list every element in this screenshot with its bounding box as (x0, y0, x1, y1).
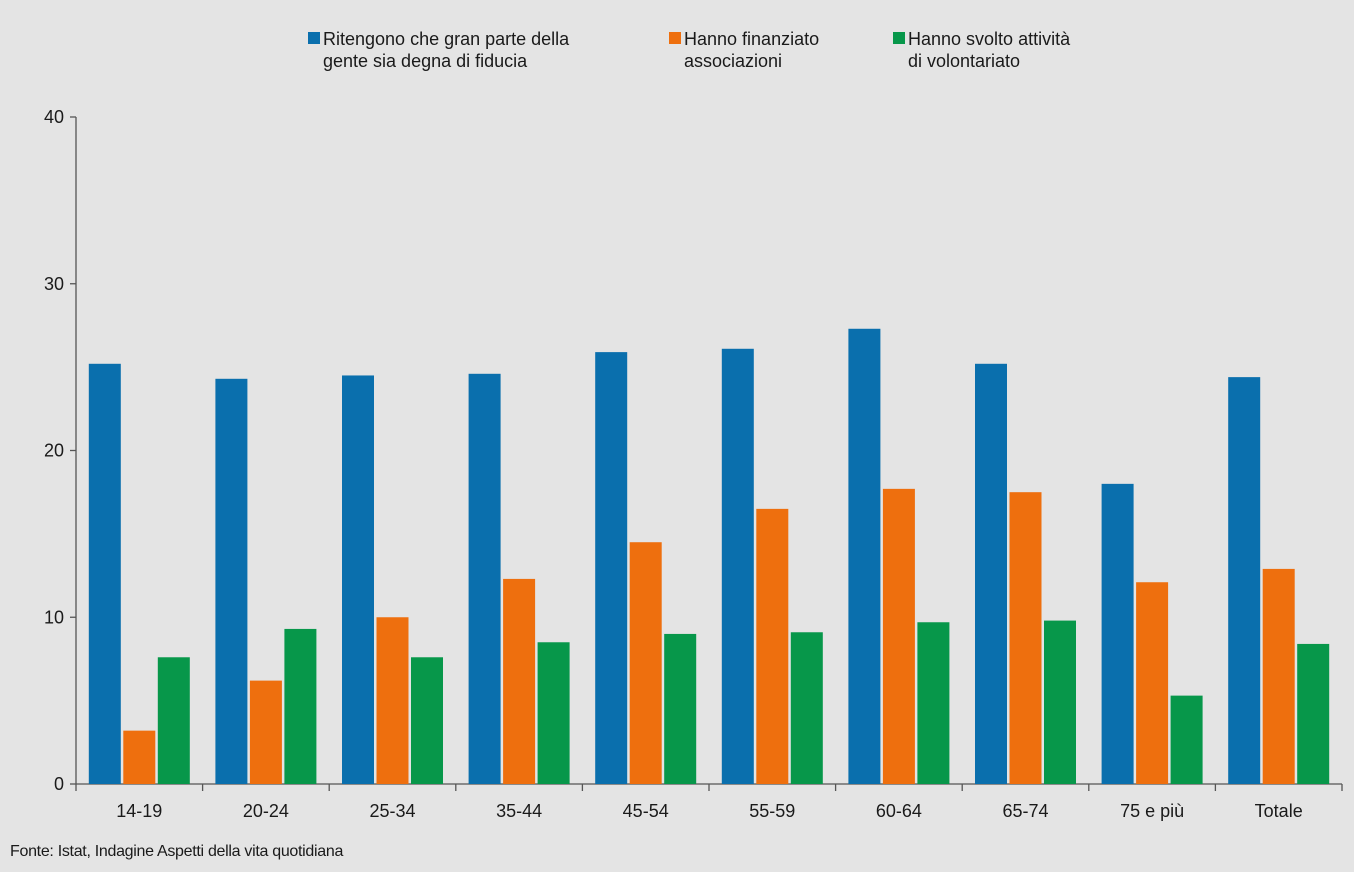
x-tick-label: 14-19 (116, 801, 162, 821)
bar-series-2-14-19 (123, 730, 156, 784)
bar-series-2-55-59 (756, 508, 789, 784)
legend-swatch-volunteer (893, 32, 905, 44)
legend: Ritengono che gran parte della gente sia… (0, 28, 1354, 88)
bar-series-3-14-19 (157, 657, 190, 784)
bar-series-3-75-e-più (1170, 695, 1203, 784)
bar-series-1-25-34 (342, 375, 374, 784)
bar-series-3-65-74 (1044, 620, 1076, 784)
bar-series-2-25-34 (376, 617, 409, 784)
legend-label-financed: Hanno finanziato associazioni (684, 29, 820, 71)
legend-item-volunteer: Hanno svolto attività di volontariato (893, 28, 1070, 72)
bar-series-2-65-74 (1009, 492, 1042, 784)
bar-series-2-35-44 (503, 578, 536, 784)
bar-series-2-Totale (1262, 568, 1295, 784)
bar-series-2-75-e-più (1136, 582, 1169, 784)
bar-series-3-60-64 (917, 622, 950, 784)
legend-item-trust: Ritengono che gran parte della gente sia… (308, 28, 569, 72)
x-axis: 14-19 20-24 25-34 35-44 45-54 55-59 60-64 65-74… (75, 783, 1343, 821)
x-tick-label: 65-74 (1002, 801, 1048, 821)
bar-series-1-60-64 (848, 328, 881, 784)
bar-series-1-Totale (1228, 377, 1261, 784)
bar-series-1-14-19 (88, 363, 121, 784)
y-axis: 0 10 20 30 40 (44, 107, 77, 794)
legend-swatch-trust (308, 32, 320, 44)
legend-label-volunteer: Hanno svolto attività di volontariato (908, 29, 1071, 71)
bar-series-2-20-24 (249, 680, 282, 784)
x-tick-label: 60-64 (876, 801, 922, 821)
bar-series-3-20-24 (284, 628, 317, 784)
x-tick-label: Totale (1255, 801, 1303, 821)
source-note: Fonte: Istat, Indagine Aspetti della vit… (10, 843, 344, 860)
x-tick-label: 20-24 (243, 801, 289, 821)
bar-series-1-75-e-più (1101, 483, 1134, 784)
x-tick-label: 45-54 (623, 801, 669, 821)
bar-series-2-60-64 (882, 488, 915, 784)
y-tick-label: 20 (44, 441, 64, 461)
bar-series-1-35-44 (468, 373, 501, 784)
x-tick-label: 75 e più (1120, 801, 1184, 821)
bar-series-3-25-34 (411, 657, 443, 784)
bar-series-1-20-24 (215, 378, 248, 784)
legend-label-trust: Ritengono che gran parte della gente sia… (323, 29, 570, 71)
y-tick-label: 40 (44, 107, 64, 127)
legend-swatch-financed (669, 32, 681, 44)
bar-series-1-65-74 (975, 363, 1007, 784)
x-tick-label: 35-44 (496, 801, 542, 821)
y-tick-label: 30 (44, 274, 64, 294)
bars (88, 328, 1330, 784)
x-tick-label: 55-59 (749, 801, 795, 821)
bar-series-3-35-44 (537, 642, 570, 784)
bar-series-1-55-59 (721, 348, 754, 784)
x-tick-label: 25-34 (369, 801, 415, 821)
bar-series-1-45-54 (595, 352, 628, 784)
bar-series-2-45-54 (629, 542, 662, 784)
bar-series-3-45-54 (664, 633, 697, 784)
y-tick-label: 10 (44, 607, 64, 627)
y-tick-label: 0 (54, 774, 64, 794)
legend-item-financed: Hanno finanziato associazioni (669, 28, 819, 72)
bar-series-3-55-59 (790, 632, 823, 784)
bar-series-3-Totale (1297, 643, 1330, 784)
